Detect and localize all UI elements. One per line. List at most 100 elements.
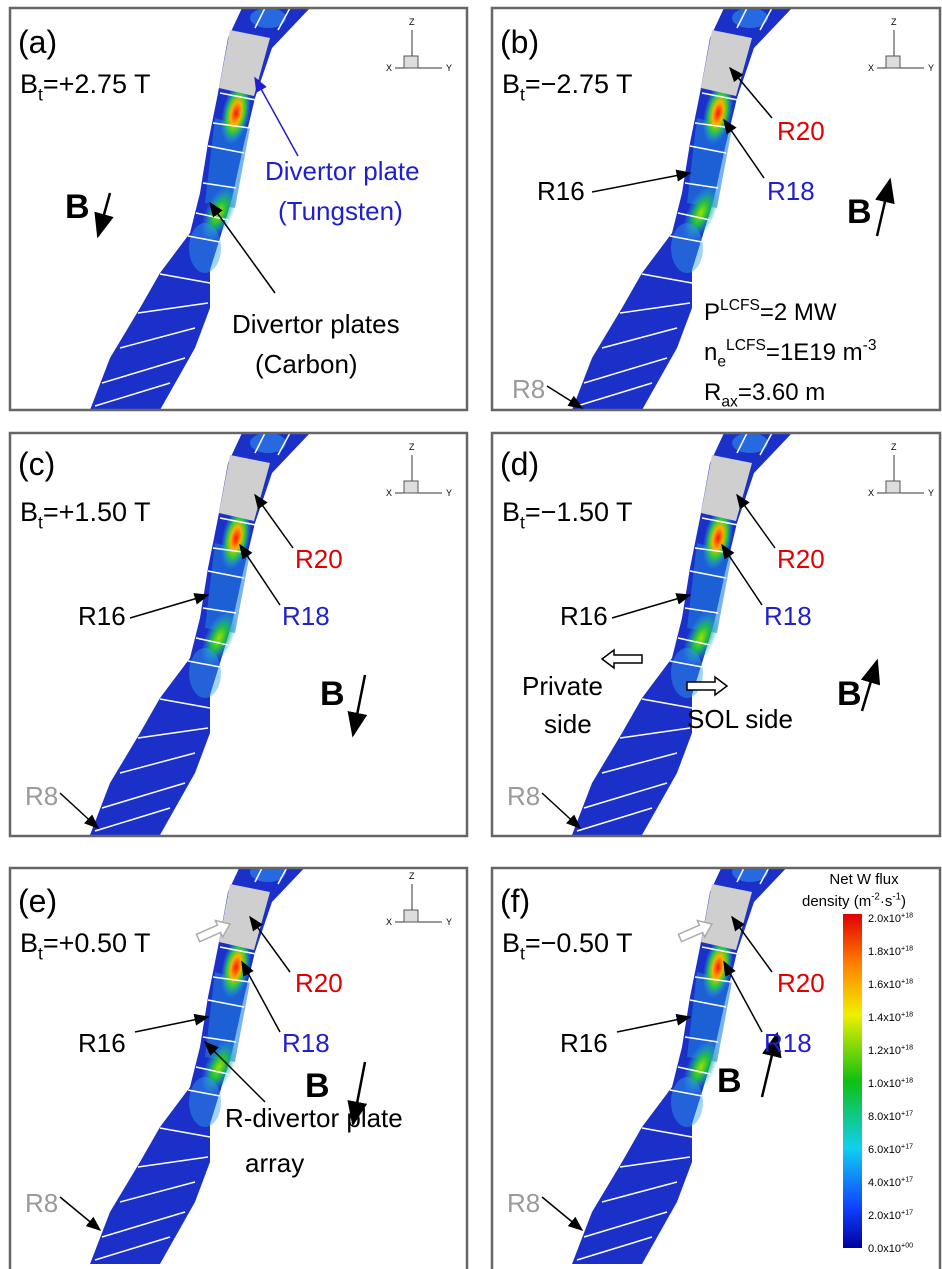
- pointer-arrow: [721, 543, 763, 606]
- axis-label: Z: [409, 442, 415, 452]
- axis-label: Z: [891, 17, 897, 27]
- annotation: array: [245, 1148, 304, 1178]
- axis-box: [403, 909, 419, 923]
- axis-label: Y: [446, 488, 452, 498]
- parameter-part: n: [704, 339, 717, 366]
- b-arrow: [760, 1031, 782, 1098]
- field-label-part: =+1.50 T: [43, 497, 151, 527]
- b-arrow: [94, 192, 114, 239]
- colorbar-tick-label: 1.4x10+18: [868, 1010, 913, 1024]
- colorbar-tick-label: 1.0x10+18: [868, 1076, 913, 1090]
- panel-frame: [490, 866, 942, 1269]
- b-arrow: [860, 658, 881, 712]
- b-label: B: [320, 675, 345, 713]
- axis-label: Y: [928, 488, 934, 498]
- field-label-part: B: [502, 928, 520, 958]
- pointer-arrow: [541, 792, 582, 830]
- pointer-arrow: [736, 493, 776, 549]
- axis-label: Y: [446, 917, 452, 927]
- pointer-arrow: [129, 593, 210, 619]
- colorbar-tick-label-part: 1.8x10: [868, 946, 901, 958]
- colorbar-tick-label: 4.0x10+17: [868, 1175, 913, 1189]
- annotation: R8: [507, 1188, 540, 1218]
- colorbar-tick-label: 6.0x10+17: [868, 1142, 913, 1156]
- colorbar-tick-label-part: +18: [901, 1043, 913, 1051]
- pointer-arrow: [59, 792, 100, 830]
- colorbar-title-part: -1: [892, 892, 901, 903]
- annotation: R16: [560, 601, 608, 631]
- colorbar-tick-label-part: +17: [901, 1109, 913, 1117]
- field-label-part: B: [20, 69, 38, 99]
- colorbar-tick-label-part: 2.0x10: [868, 1210, 901, 1222]
- field-label-part: t: [38, 513, 43, 533]
- field-label: Bt=+1.50 T: [20, 497, 150, 533]
- field-label-part: t: [38, 944, 43, 964]
- annotation: Divertor plates: [232, 309, 400, 339]
- pointer-arrow: [209, 201, 276, 294]
- axis-label: Y: [446, 63, 452, 73]
- pointer-arrow: [241, 960, 281, 1033]
- b-label: B: [847, 193, 872, 231]
- field-label-part: B: [502, 69, 520, 99]
- axis-label: X: [386, 63, 392, 73]
- colorbar-tick-label-part: +18: [901, 944, 913, 952]
- annotation: R16: [78, 1028, 126, 1058]
- colorbar-tick-label-part: +17: [901, 1208, 913, 1216]
- colorbar-title-part: ): [901, 893, 906, 910]
- annotation: side: [544, 709, 592, 739]
- parameter: PLCFS=2 MW: [704, 297, 837, 326]
- colorbar-tick-label-part: 0.0x10: [868, 1243, 901, 1255]
- field-label: Bt=+2.75 T: [20, 69, 150, 105]
- hollow-arrow: [686, 675, 729, 697]
- strip-holder: [571, 868, 793, 1265]
- axis-box: [885, 55, 901, 69]
- axis-label: Z: [409, 871, 415, 881]
- colorbar-title-part: density (m: [802, 893, 871, 910]
- b-label: B: [305, 1067, 330, 1105]
- colorbar-tick-label: 2.0x10+18: [868, 911, 913, 925]
- parameter-part: P: [704, 299, 720, 326]
- b-label: B: [837, 675, 862, 713]
- field-label: Bt=−1.50 T: [502, 497, 632, 533]
- field-label-part: B: [20, 497, 38, 527]
- annotation: R20: [777, 968, 825, 998]
- colorbar-tick-label: 1.2x10+18: [868, 1043, 913, 1057]
- axes-icon: Z X Y: [868, 17, 934, 73]
- axis-label: Z: [891, 442, 897, 452]
- colorbar-tick-label-part: 8.0x10: [868, 1111, 901, 1123]
- axes-icon: Z X Y: [868, 442, 934, 498]
- panel-label: (c): [18, 446, 55, 482]
- annotation: R16: [537, 176, 585, 206]
- annotation: Private: [522, 671, 603, 701]
- parameter: neLCFS=1E19 m-3: [704, 337, 877, 371]
- field-label-part: =−0.50 T: [525, 928, 633, 958]
- colorbar-tick-label-part: 6.0x10: [868, 1144, 901, 1156]
- annotation: R18: [282, 601, 330, 631]
- axis-label: Y: [928, 63, 934, 73]
- parameter-part: LCFS: [720, 297, 760, 314]
- annotation: R20: [777, 544, 825, 574]
- pointer-arrow: [239, 543, 281, 606]
- colorbar-tick-label-part: +17: [901, 1142, 913, 1150]
- panel-label: (a): [18, 24, 57, 60]
- colorbar-tick-label-part: 2.0x10: [868, 913, 901, 925]
- colorbar-title: density (m-2·s-1): [802, 892, 906, 910]
- parameter-part: ax: [721, 394, 738, 411]
- colorbar-tick-label-part: 1.0x10: [868, 1078, 901, 1090]
- panel-label: (b): [500, 24, 539, 60]
- field-label: Bt=−0.50 T: [502, 928, 632, 964]
- pointer-arrow: [731, 915, 773, 973]
- parameter-part: =2 MW: [760, 299, 837, 326]
- panel-frame: [490, 431, 942, 838]
- panel-frame: [490, 6, 942, 412]
- b-label: B: [717, 1062, 742, 1100]
- colorbar-tick-label-part: +18: [901, 1010, 913, 1018]
- axis-label: Z: [409, 17, 415, 27]
- annotation: Divertor plate: [265, 156, 420, 186]
- b-arrow: [875, 177, 895, 237]
- colorbar-tick-label-part: 1.4x10: [868, 1012, 901, 1024]
- colorbar-title: Net W flux: [829, 871, 899, 888]
